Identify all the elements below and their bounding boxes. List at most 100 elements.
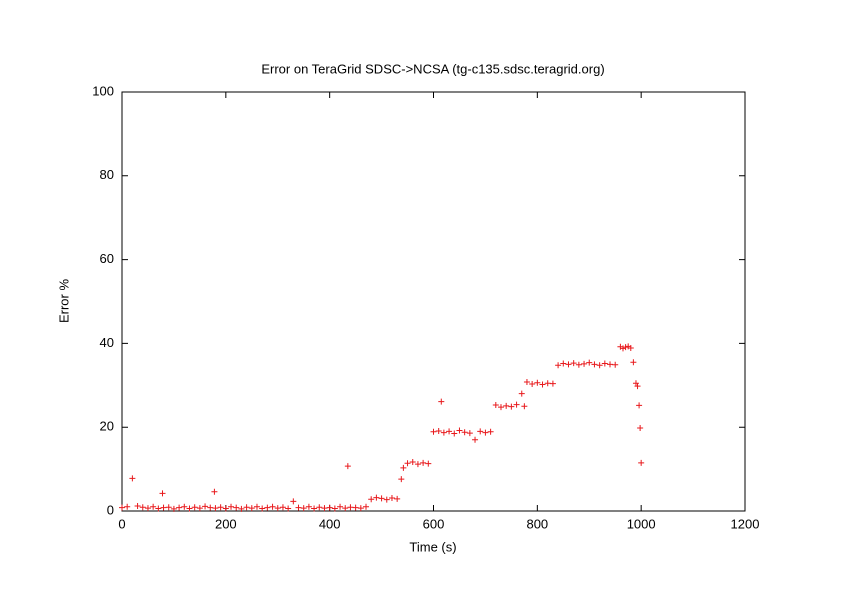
data-point [482, 429, 489, 436]
data-point [612, 361, 619, 368]
data-point [404, 460, 411, 467]
data-point [269, 503, 276, 510]
data-point [155, 505, 162, 512]
data-point [253, 503, 260, 510]
x-axis-label: Time (s) [409, 539, 456, 554]
data-point [207, 504, 214, 511]
data-point [279, 504, 286, 511]
data-point [503, 402, 510, 409]
data-point [622, 344, 629, 351]
data-point [534, 379, 541, 386]
data-point [259, 505, 266, 512]
data-point [248, 505, 255, 512]
data-point [285, 505, 292, 512]
data-point [513, 401, 520, 408]
data-point [150, 503, 157, 510]
data-point [446, 428, 453, 435]
data-point [357, 505, 364, 512]
data-point [222, 505, 229, 512]
data-point [497, 404, 504, 411]
data-point [202, 503, 209, 510]
data-point [139, 504, 146, 511]
data-point [316, 504, 323, 511]
data-point [211, 488, 218, 495]
x-tick-label: 0 [118, 516, 125, 531]
y-axis-label: Error % [56, 279, 71, 324]
data-point [165, 504, 172, 511]
data-point [607, 361, 614, 368]
x-tick-label: 400 [319, 516, 341, 531]
data-point [347, 504, 354, 511]
data-point [581, 360, 588, 367]
data-point [619, 345, 626, 352]
data-point [342, 505, 349, 512]
data-point [383, 496, 390, 503]
data-point [400, 464, 407, 471]
data-point [575, 361, 582, 368]
data-point [409, 458, 416, 465]
data-point [305, 503, 312, 510]
data-point [388, 495, 395, 502]
data-point [549, 380, 556, 387]
data-point [466, 430, 473, 437]
y-tick-label: 20 [100, 419, 114, 434]
chart-title: Error on TeraGrid SDSC->NCSA (tg-c135.sd… [261, 61, 604, 76]
data-point [492, 401, 499, 408]
data-point [344, 463, 351, 470]
data-point [264, 504, 271, 511]
data-point [378, 495, 385, 502]
data-point [352, 504, 359, 511]
data-point [124, 503, 131, 510]
data-point [508, 403, 515, 410]
data-point [420, 459, 427, 466]
data-point [435, 427, 442, 434]
data-point [217, 504, 224, 511]
data-point [440, 429, 447, 436]
data-point [119, 504, 125, 511]
data-point [159, 490, 166, 497]
data-point [170, 505, 177, 512]
data-point [636, 402, 643, 409]
data-point [331, 505, 338, 512]
data-point [630, 359, 637, 366]
data-point [160, 504, 167, 511]
y-tick-label: 80 [100, 167, 114, 182]
data-point [523, 378, 530, 385]
data-point [430, 428, 437, 435]
data-point [544, 380, 551, 387]
data-point [233, 504, 240, 511]
data-point [238, 505, 245, 512]
data-point [181, 503, 188, 510]
data-point [596, 362, 603, 369]
data-point [326, 504, 333, 511]
data-point [398, 476, 405, 483]
data-point [456, 427, 463, 434]
data-point [521, 403, 528, 410]
data-point [129, 475, 136, 482]
data-point [191, 504, 198, 511]
data-point [601, 360, 608, 367]
data-point [634, 383, 641, 390]
data-point [144, 505, 151, 512]
y-tick-label: 0 [107, 502, 114, 517]
data-point [311, 505, 318, 512]
plot-frame [121, 91, 746, 512]
data-point [555, 362, 562, 369]
data-point [425, 460, 432, 467]
data-point [451, 430, 458, 437]
data-point [414, 461, 421, 468]
data-point [337, 503, 344, 510]
data-point [196, 505, 203, 512]
data-point [134, 502, 141, 509]
data-point [438, 398, 445, 405]
data-point [363, 503, 370, 510]
data-point [637, 425, 644, 432]
data-point [565, 361, 572, 368]
data-point [186, 505, 193, 512]
data-point [368, 496, 375, 503]
data-point [638, 459, 645, 466]
data-point [487, 428, 494, 435]
data-point [627, 345, 634, 352]
